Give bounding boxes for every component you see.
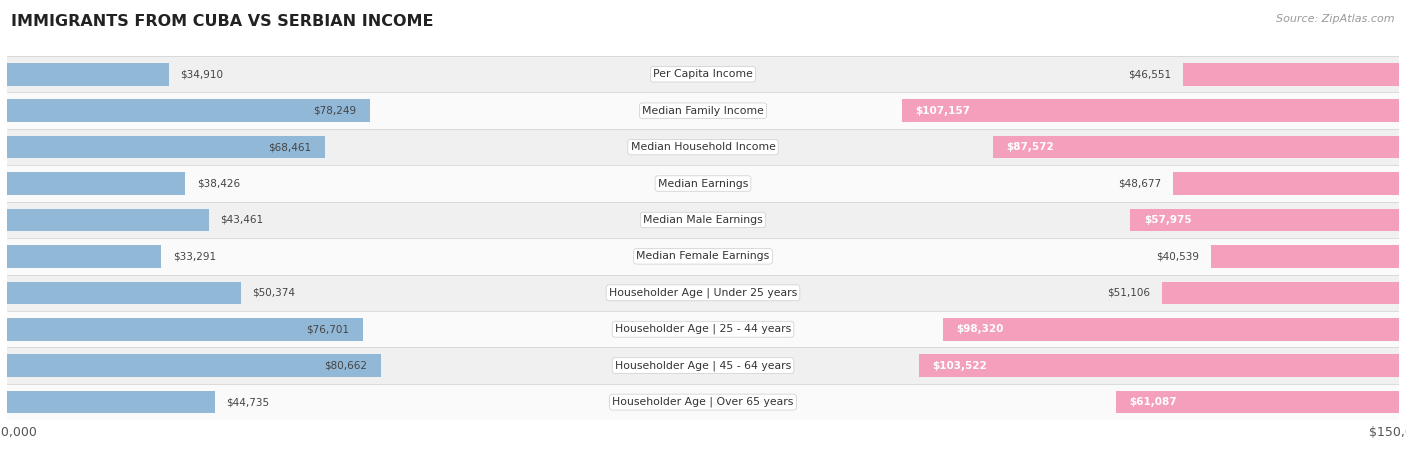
- Text: $78,249: $78,249: [314, 106, 356, 116]
- Text: $107,157: $107,157: [915, 106, 970, 116]
- Bar: [7, 245, 162, 268]
- Text: $68,461: $68,461: [267, 142, 311, 152]
- Bar: [7, 391, 215, 413]
- Bar: [993, 136, 1399, 158]
- Text: $76,701: $76,701: [307, 324, 349, 334]
- Bar: [7, 275, 1399, 311]
- Bar: [1115, 391, 1399, 413]
- Bar: [7, 209, 208, 231]
- Text: $44,735: $44,735: [226, 397, 270, 407]
- Bar: [1130, 209, 1399, 231]
- Text: Median Household Income: Median Household Income: [630, 142, 776, 152]
- Text: Householder Age | 45 - 64 years: Householder Age | 45 - 64 years: [614, 361, 792, 371]
- Bar: [7, 136, 325, 158]
- Text: $50,374: $50,374: [252, 288, 295, 298]
- Text: Median Male Earnings: Median Male Earnings: [643, 215, 763, 225]
- Text: $57,975: $57,975: [1144, 215, 1191, 225]
- Bar: [7, 129, 1399, 165]
- Bar: [901, 99, 1399, 122]
- Bar: [7, 165, 1399, 202]
- Text: Median Earnings: Median Earnings: [658, 178, 748, 189]
- Bar: [1182, 63, 1399, 85]
- Bar: [7, 354, 381, 377]
- Bar: [7, 282, 240, 304]
- Text: $46,551: $46,551: [1128, 69, 1171, 79]
- Text: Source: ZipAtlas.com: Source: ZipAtlas.com: [1277, 14, 1395, 24]
- Text: $40,539: $40,539: [1156, 251, 1199, 262]
- Text: Householder Age | Over 65 years: Householder Age | Over 65 years: [612, 397, 794, 407]
- Text: $51,106: $51,106: [1108, 288, 1150, 298]
- Bar: [7, 311, 1399, 347]
- Text: $43,461: $43,461: [221, 215, 263, 225]
- Bar: [7, 318, 363, 340]
- Bar: [7, 384, 1399, 420]
- Bar: [7, 238, 1399, 275]
- Bar: [7, 56, 1399, 92]
- Text: IMMIGRANTS FROM CUBA VS SERBIAN INCOME: IMMIGRANTS FROM CUBA VS SERBIAN INCOME: [11, 14, 433, 29]
- Bar: [943, 318, 1399, 340]
- Bar: [7, 92, 1399, 129]
- Bar: [7, 99, 370, 122]
- Bar: [1173, 172, 1399, 195]
- Text: Householder Age | Under 25 years: Householder Age | Under 25 years: [609, 288, 797, 298]
- Text: $98,320: $98,320: [956, 324, 1004, 334]
- Text: $61,087: $61,087: [1129, 397, 1177, 407]
- Text: Per Capita Income: Per Capita Income: [652, 69, 754, 79]
- Text: $33,291: $33,291: [173, 251, 217, 262]
- Bar: [1161, 282, 1399, 304]
- Bar: [7, 63, 169, 85]
- Bar: [7, 172, 186, 195]
- Bar: [7, 347, 1399, 384]
- Bar: [918, 354, 1399, 377]
- Text: $103,522: $103,522: [932, 361, 987, 371]
- Text: $87,572: $87,572: [1007, 142, 1054, 152]
- Bar: [1211, 245, 1399, 268]
- Text: $48,677: $48,677: [1118, 178, 1161, 189]
- Text: $34,910: $34,910: [180, 69, 224, 79]
- Text: Median Family Income: Median Family Income: [643, 106, 763, 116]
- Text: $80,662: $80,662: [325, 361, 367, 371]
- Text: $38,426: $38,426: [197, 178, 240, 189]
- Bar: [7, 202, 1399, 238]
- Text: Householder Age | 25 - 44 years: Householder Age | 25 - 44 years: [614, 324, 792, 334]
- Text: Median Female Earnings: Median Female Earnings: [637, 251, 769, 262]
